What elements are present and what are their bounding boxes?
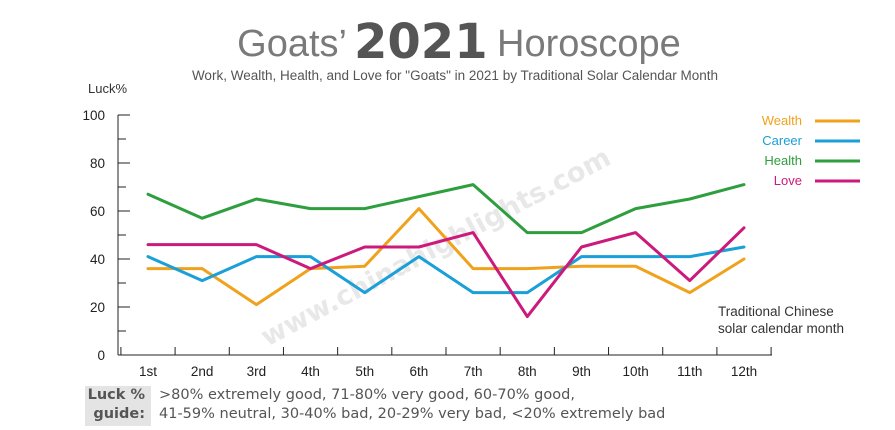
y-tick-label: 20 [90, 300, 105, 315]
title-suffix: Horoscope [497, 23, 681, 65]
luck-guide-text: >80% extremely good, 71-80% very good, 6… [159, 386, 665, 424]
y-tick-label: 40 [90, 252, 105, 267]
x-tick-label: 1st [139, 364, 157, 379]
x-tick-label: 11th [677, 364, 702, 379]
luck-guide-line2: 41-59% neutral, 30-40% bad, 20-29% very … [159, 406, 666, 422]
y-tick-label: 60 [90, 204, 105, 219]
title-year: 2021 [354, 14, 488, 70]
luck-guide-label-line2: guide: [93, 406, 145, 422]
luck-guide-label-line1: Luck % [87, 387, 145, 403]
legend-label-wealth: Wealth [762, 113, 802, 128]
series-layer [146, 183, 746, 319]
y-axis-label: Luck% [88, 81, 127, 96]
legend-label-health: Health [764, 153, 802, 168]
series-line-health [146, 183, 746, 235]
x-tick-label: 5th [355, 364, 374, 379]
x-tick-label: 4th [301, 364, 320, 379]
legend: Wealth Career Health Love [762, 113, 860, 188]
series-line-love [146, 226, 746, 319]
x-tick-label: 6th [410, 364, 429, 379]
axes: 0 20 40 60 80 100 1st 2nd 3rd 4th 5th 6th 7th 8th 9th 1… [82, 108, 772, 379]
x-tick-label: 12th [731, 364, 757, 379]
legend-label-career: Career [762, 133, 802, 148]
watermark: www.chinahighlights.com [256, 142, 616, 353]
y-tick-label: 100 [82, 108, 105, 123]
chart-subtitle: Work, Wealth, Health, and Love for "Goat… [192, 68, 718, 83]
x-tick-label: 10th [622, 364, 648, 379]
y-tick-label: 80 [90, 156, 105, 171]
x-axis-label-line2: solar calendar month [718, 321, 844, 336]
series-line-career [146, 245, 746, 295]
x-tick-label: 3rd [247, 364, 267, 379]
luck-guide-line1: >80% extremely good, 71-80% very good, 6… [159, 387, 575, 403]
luck-guide: Luck % guide: >80% extremely good, 71-80… [85, 386, 785, 426]
legend-label-love: Love [774, 173, 802, 188]
luck-guide-label: Luck % guide: [85, 386, 151, 426]
chart-title: Goats’ 2021 Horoscope [237, 14, 681, 70]
x-tick-label: 9th [572, 364, 591, 379]
title-prefix: Goats’ [237, 23, 347, 65]
x-tick-label: 8th [518, 364, 537, 379]
x-tick-label: 2nd [191, 364, 214, 379]
x-axis-label-line1: Traditional Chinese [718, 304, 834, 319]
x-tick-label: 7th [464, 364, 483, 379]
y-tick-label: 0 [97, 348, 105, 363]
